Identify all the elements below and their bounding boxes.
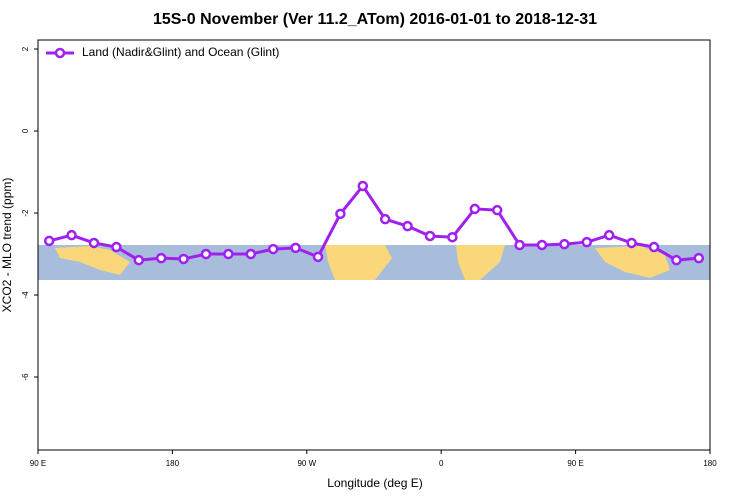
legend-marker [54,47,66,59]
x-tick-label: 90 E [567,459,583,468]
data-point [693,252,705,264]
x-tick-label: 180 [703,459,717,468]
data-point [43,235,55,247]
data-point [581,236,593,248]
data-point [357,180,369,192]
data-point [648,241,660,253]
chart-title: 15S-0 November (Ver 11.2_ATom) 2016-01-0… [153,11,597,28]
data-point [671,254,682,266]
data-point [312,251,324,263]
data-point [491,204,503,216]
data-point [536,239,548,251]
map-backdrop [38,245,710,280]
x-tick-label: 90 E [30,459,46,468]
x-tick-label: 0 [439,459,444,468]
data-point [245,248,257,260]
data-point [267,243,279,255]
x-tick-label: 180 [166,459,180,468]
y-tick-label: -6 [21,373,30,381]
x-axis-title: Longitude (deg E) [327,476,422,490]
y-tick-label: -2 [21,209,30,217]
y-tick-label: -4 [21,291,30,299]
data-point [559,238,570,250]
data-point [223,248,234,260]
y-tick-label: 0 [21,128,30,133]
x-tick-label: 90 W [297,459,316,468]
data-point [290,242,301,254]
data-point [514,239,525,251]
data-point [66,229,77,241]
y-tick-label: 2 [21,46,30,51]
data-point [424,230,436,242]
data-point [200,248,212,260]
data-point [447,231,458,243]
plot-frame [37,39,711,451]
data-point [178,253,189,265]
data-point [469,203,481,215]
legend-label: Land (Nadir&Glint) and Ocean (Glint) [82,45,279,59]
y-axis-title: XCO2 - MLO trend (ppm) [0,178,14,313]
data-point [379,213,391,225]
data-point [111,241,122,253]
data-point [88,237,100,249]
data-point [626,237,637,249]
data-point [603,229,615,241]
data-point [155,252,167,264]
data-point [335,208,346,220]
data-point [402,220,413,232]
data-point [133,254,145,266]
